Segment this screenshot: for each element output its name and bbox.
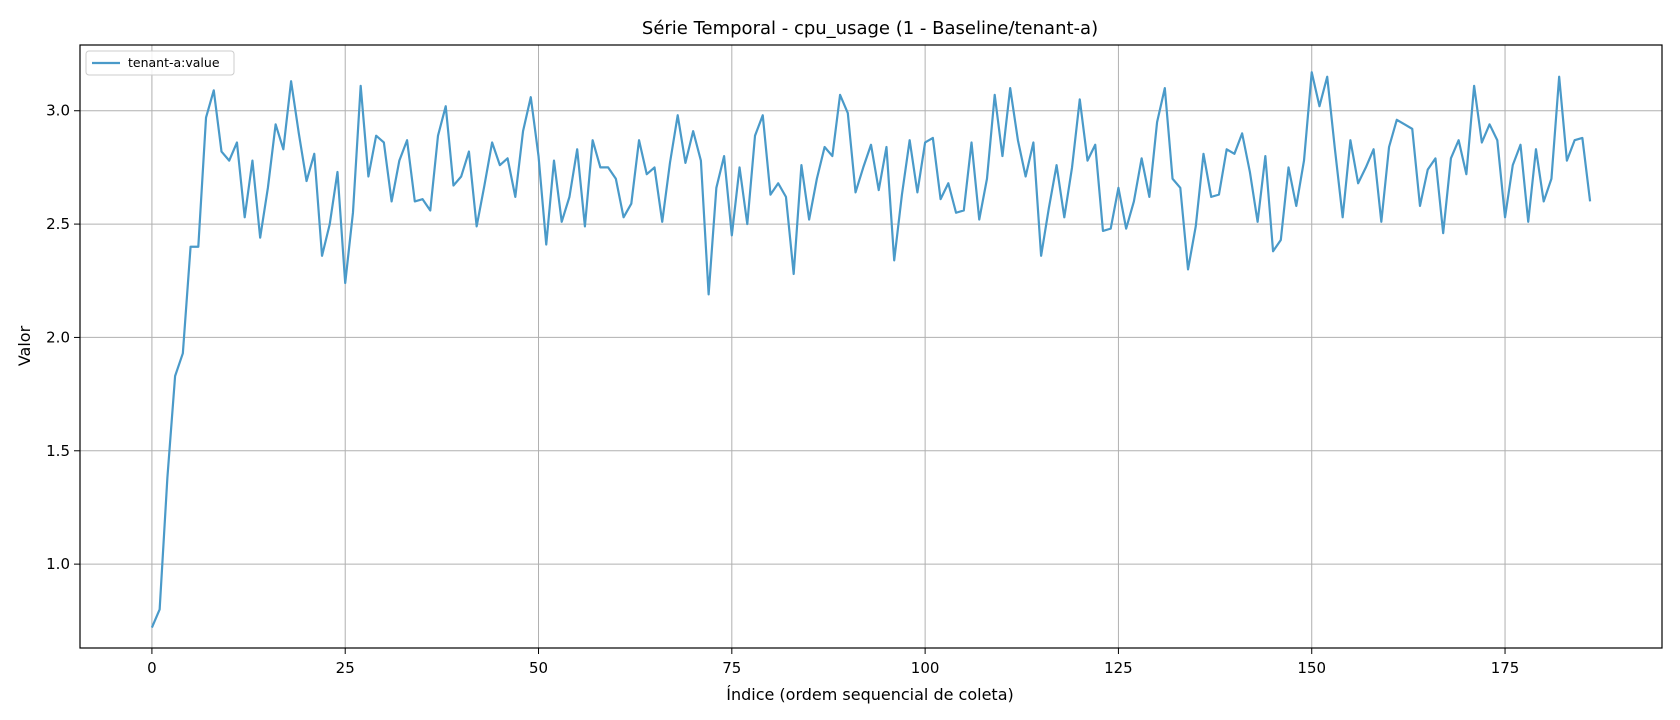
x-tick-label: 150 (1297, 659, 1326, 677)
y-axis-label: Valor (15, 325, 34, 366)
legend-box (85, 50, 235, 76)
x-tick-label: 50 (529, 659, 548, 677)
series-line (150, 71, 1592, 629)
y-tick-label: 2.5 (46, 215, 70, 233)
y-tick-label: 1.5 (46, 442, 70, 460)
series-layer (150, 71, 1592, 629)
x-tick-label: 75 (722, 659, 741, 677)
y-tick-label: 3.0 (46, 102, 70, 120)
chart-title: Série Temporal - cpu_usage (1 - Baseline… (642, 18, 1098, 39)
x-axis-ticks: 0 25 50 75 100 125 150 175 (147, 648, 1519, 677)
legend: tenant-a:value (85, 50, 235, 76)
y-tick-label: 1.0 (46, 555, 70, 573)
x-tick-label: 175 (1491, 659, 1520, 677)
x-axis-label: Índice (ordem sequencial de coleta) (726, 685, 1014, 704)
plot-frame (79, 44, 1663, 649)
y-tick-label: 2.0 (46, 328, 70, 346)
x-tick-label: 25 (336, 659, 355, 677)
y-axis-ticks: 1.0 1.5 2.0 2.5 3.0 (46, 102, 80, 573)
x-tick-label: 125 (1104, 659, 1133, 677)
grid-lines (80, 45, 1662, 648)
x-tick-label: 0 (147, 659, 157, 677)
legend-entry-label: tenant-a:value (128, 55, 220, 70)
x-tick-label: 100 (911, 659, 940, 677)
